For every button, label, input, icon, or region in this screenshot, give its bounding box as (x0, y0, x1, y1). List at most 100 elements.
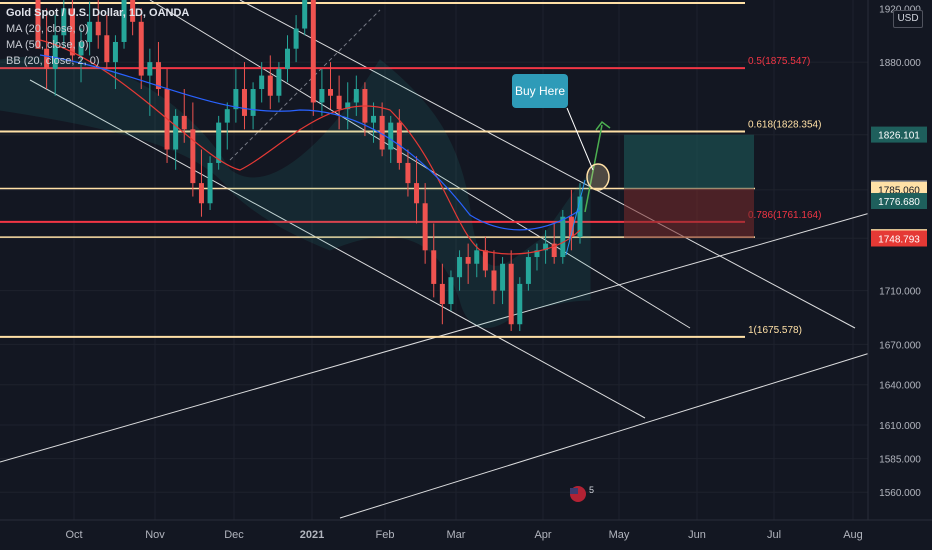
candle-body (155, 62, 161, 90)
candle-body (267, 75, 273, 96)
candle-body (482, 250, 488, 271)
candle-body (500, 263, 506, 291)
price-tick-0: 1920.000 (879, 4, 921, 15)
symbol-title[interactable]: Gold Spot / U.S. Dollar, 1D, OANDA (6, 7, 190, 19)
candle-body (302, 0, 308, 29)
price-tick-1: 1880.000 (879, 58, 921, 69)
price-badge-label-2: 1785.060 (878, 186, 920, 197)
candle-body (87, 21, 93, 42)
candle-body (517, 283, 523, 325)
time-tick-5: Mar (447, 529, 466, 541)
candle-body (388, 122, 394, 150)
time-tick-8: Jun (688, 529, 706, 541)
candle-body (35, 0, 41, 49)
bollinger-band (0, 56, 591, 328)
trendline-ascending-lower (339, 352, 871, 519)
candle-body (525, 257, 531, 284)
candle-body (61, 8, 67, 36)
candle-body (577, 196, 583, 237)
callout-pointer (566, 107, 594, 171)
us-flag-event-icon[interactable]: 5 (568, 484, 598, 504)
price-tick-3: 1670.000 (879, 340, 921, 351)
candle-body (130, 0, 136, 22)
candle-body (52, 35, 58, 69)
candle-body (310, 0, 316, 103)
candle-body (293, 28, 299, 49)
candle-body (44, 48, 50, 69)
price-tick-5: 1610.000 (879, 421, 921, 432)
currency-label[interactable]: USD (893, 10, 923, 28)
time-tick-0: Oct (65, 529, 82, 541)
time-tick-10: Aug (843, 529, 863, 541)
candle-body (190, 129, 196, 184)
price-badge-0 (871, 126, 927, 143)
projection-line (565, 179, 586, 256)
candle-body (207, 162, 213, 204)
svg-text:5: 5 (589, 485, 594, 495)
candle-body (371, 115, 377, 123)
fib-level-label-1: 0.618(1828.354) (748, 120, 821, 131)
candle-body (439, 283, 445, 305)
ma50-indicator-label[interactable]: MA (50, close, 0) (6, 39, 89, 51)
candle-body (345, 102, 351, 110)
price-tick-7: 1560.000 (879, 488, 921, 499)
price-tick-2: 1710.000 (879, 287, 921, 298)
price-badge-label-0: 1826.101 (878, 131, 920, 142)
candle-body (147, 62, 153, 76)
candle-body (414, 183, 420, 204)
candle-body (568, 216, 574, 237)
bollinger-indicator-label[interactable]: BB (20, close, 2, 0) (6, 55, 100, 67)
ma50-line (39, 54, 581, 231)
fib-level-label-2: 0.786(1761.164) (748, 210, 821, 221)
candle-body (104, 35, 110, 63)
candle-body (198, 183, 204, 204)
time-tick-6: Apr (534, 529, 551, 541)
candle-body (405, 162, 411, 184)
fib-level-label-3: 1(1675.578) (748, 325, 802, 336)
candle-body (276, 68, 282, 96)
buy-here-callout: Buy Here (512, 74, 568, 108)
candle-body (474, 250, 480, 264)
price-badge-5 (871, 230, 927, 247)
candle-body (78, 41, 84, 56)
trendline-middle-channel (149, 0, 691, 329)
price-axis-background (868, 0, 932, 520)
candle-body (95, 21, 101, 36)
price-tick-6: 1585.000 (879, 455, 921, 466)
ma20-indicator-label[interactable]: MA (20, close, 0) (6, 23, 89, 35)
time-tick-1: Nov (145, 529, 165, 541)
price-badge-label-5: 1748.793 (878, 234, 920, 245)
candle-body (121, 0, 127, 42)
candle-body (465, 257, 471, 264)
candle-body (422, 203, 428, 251)
time-tick-2: Dec (224, 529, 244, 541)
price-badge-label-3: 1776.680 (878, 197, 920, 208)
candle-body (319, 89, 325, 103)
ma20-line (39, 39, 581, 255)
trendline-upper-channel (239, 0, 856, 329)
candle-body (138, 21, 144, 76)
candle-body (181, 115, 187, 130)
stop-zone (624, 188, 754, 239)
price-tick-4: 1640.000 (879, 381, 921, 392)
candle-body (551, 243, 557, 258)
fib-level-label-0: 0.5(1875.547) (748, 56, 810, 67)
candle-body (241, 89, 247, 116)
candle-body (216, 122, 222, 163)
candle-body (560, 216, 566, 258)
target-zone (624, 134, 754, 189)
projection-arrowhead (595, 120, 611, 131)
buy-circle (586, 163, 610, 191)
candle-body (431, 250, 437, 284)
time-tick-7: May (609, 529, 630, 541)
time-tick-3: 2021 (300, 529, 324, 541)
candle-body (173, 115, 179, 150)
candle-body (233, 89, 239, 110)
candle-body (259, 75, 265, 90)
chart-legend: Gold Spot / U.S. Dollar, 1D, OANDA MA (2… (6, 5, 189, 69)
trendline-lower-channel (29, 79, 646, 419)
candle-body (396, 122, 402, 163)
candle-body (534, 250, 540, 258)
candle-body (284, 48, 290, 69)
